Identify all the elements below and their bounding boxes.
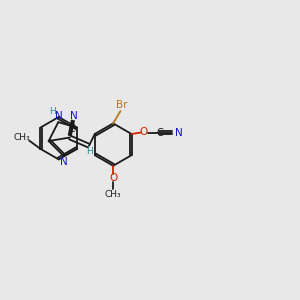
Text: N: N xyxy=(55,111,63,121)
Text: N: N xyxy=(70,111,78,121)
Text: C: C xyxy=(69,124,76,134)
Text: N: N xyxy=(60,157,68,167)
Text: CH₃: CH₃ xyxy=(105,190,122,199)
Text: N: N xyxy=(175,128,182,137)
Text: CH₃: CH₃ xyxy=(14,133,30,142)
Text: O: O xyxy=(140,127,148,137)
Text: H: H xyxy=(86,147,93,156)
Text: Br: Br xyxy=(116,100,128,110)
Text: O: O xyxy=(109,173,117,183)
Text: H: H xyxy=(50,107,56,116)
Text: C: C xyxy=(156,128,163,137)
